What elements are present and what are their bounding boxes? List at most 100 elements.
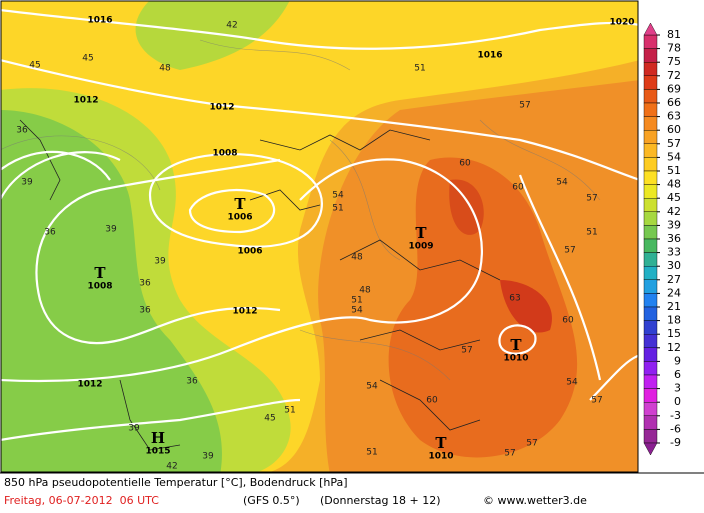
colorbar: 8178757269666360575451484542393633302724… [643,22,681,456]
colorbar-label: 12 [667,341,681,354]
colorbar-label: 33 [667,246,681,259]
colorbar-cell [643,334,658,349]
colorbar-cell [643,143,658,158]
warm-core [388,157,578,458]
isobar [1,59,638,181]
isobar-label: 1012 [232,307,257,317]
temperature-label: 45 [29,61,40,71]
temperature-label: 51 [351,296,362,306]
temperature-label: 54 [366,382,378,392]
pressure-value: 1008 [87,282,112,292]
colorbar-label: 63 [667,110,681,123]
colorbar-cell [643,116,658,131]
temperature-label: 36 [139,306,151,316]
temperature-label: 57 [526,439,537,449]
colorbar-label: 15 [667,327,681,340]
temperature-label: 57 [504,449,515,459]
colorbar-label: 36 [667,232,681,245]
temperature-label: 60 [459,159,471,169]
temperature-label: 39 [202,452,214,462]
colorbar-label: 6 [674,368,681,381]
colorbar-cell [643,279,658,294]
temperature-label: 54 [566,378,578,388]
colorbar-top-arrow [643,22,658,36]
colorbar-label: 69 [667,82,681,95]
temperature-label: 51 [414,64,425,74]
pressure-value: 1009 [408,242,433,252]
colorbar-cell [643,238,658,253]
temperature-label: 36 [186,377,198,387]
colorbar-label: 42 [667,205,681,218]
temperature-label: 51 [586,228,597,238]
colorbar-label: -6 [670,422,681,435]
isobar [1,158,483,383]
borders [19,119,501,451]
colorbar-label: 81 [667,28,681,41]
colorbar-cell [643,184,658,199]
colorbar-label: 30 [667,259,681,272]
colorbar-bottom-arrow [643,442,658,456]
isobar-label: 1006 [237,247,262,257]
temperature-label: 48 [351,253,363,263]
map [1,1,638,472]
colorbar-label: 57 [667,137,681,150]
temperature-label: 39 [128,424,140,434]
temperature-label: 48 [359,286,371,296]
colorbar-cell [643,306,658,321]
temperature-label: 42 [166,462,177,472]
isobar-label: 1012 [209,103,234,113]
temperature-label: 60 [562,316,574,326]
colorbar-label: 60 [667,123,681,136]
temperature-label: 60 [512,183,524,193]
pressure-symbol: T [234,195,246,213]
colorbar-cell [643,89,658,104]
temperature-label: 36 [44,228,56,238]
isobar [188,188,276,234]
colorbar-cell [643,361,658,376]
colorbar-label: 27 [667,273,681,286]
temperature-label: 36 [16,126,28,136]
temperature-label: 45 [264,414,275,424]
colorbar-label: 72 [667,69,681,82]
isobar-label: 1020 [609,18,634,28]
pressure-symbol: T [510,336,522,354]
colorbar-label: 39 [667,218,681,231]
colorbar-cell [643,197,658,212]
colorbar-cell [643,266,658,281]
pressure-symbol: H [151,429,165,447]
colorbar-label: -3 [670,409,681,422]
temperature-label: 51 [366,448,377,458]
pressure-symbol: T [415,224,427,242]
footer-run: (Donnerstag 18 + 12) [320,494,440,507]
temperature-label: 51 [332,204,343,214]
footer-credit: © www.wetter3.de [483,494,587,507]
colorbar-cell [643,293,658,308]
colorbar-cell [643,129,658,144]
colorbar-label: 0 [674,395,681,408]
isobar-label: 1012 [73,96,98,106]
map-frame [0,0,639,473]
colorbar-cell [643,75,658,90]
green-north [135,1,290,70]
temperature-label: 57 [591,396,602,406]
temperature-label: 45 [82,54,93,64]
colorbar-cell [643,320,658,335]
isobar-label: 1016 [87,16,112,26]
pressure-symbol: T [94,264,106,282]
temperature-label: 57 [519,101,530,111]
colorbar-cell [643,374,658,389]
colorbar-cell [643,102,658,117]
colorbar-cell [643,252,658,267]
isobar-label: 1016 [477,51,502,61]
colorbar-label: 21 [667,300,681,313]
hot-spot [500,280,552,333]
colorbar-label: 3 [674,382,681,395]
temperature-label: 54 [351,306,363,316]
colorbar-label: 18 [667,314,681,327]
colorbar-label: -9 [670,436,681,449]
colorbar-cell [643,388,658,403]
isobar [498,324,537,355]
temperature-label: 39 [105,225,117,235]
